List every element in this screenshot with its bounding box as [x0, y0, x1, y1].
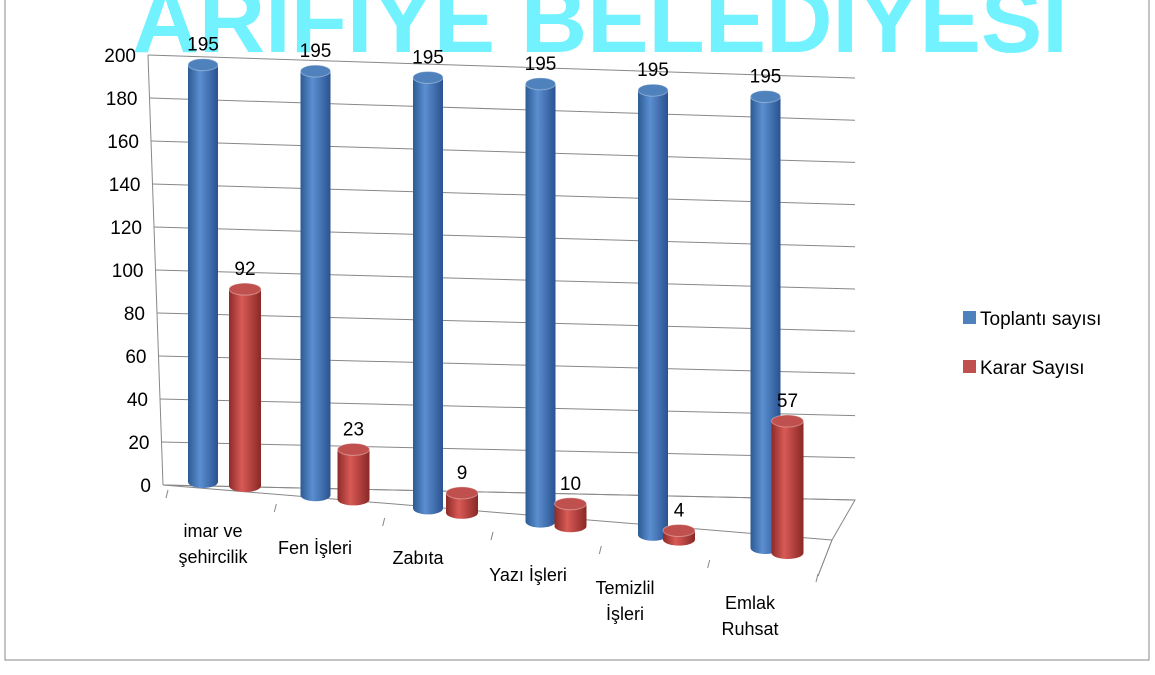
bar-top — [662, 523, 696, 537]
bar — [771, 414, 804, 559]
bar-top — [637, 83, 669, 97]
x-tick-label: Zabıta — [392, 548, 444, 568]
legend-swatch — [963, 360, 976, 373]
bar — [412, 70, 444, 515]
bar — [300, 64, 331, 502]
y-tick-label: 200 — [104, 46, 136, 67]
bar-body — [337, 449, 370, 500]
x-tick-label: Fen İşleri — [277, 538, 353, 558]
y-tick-label: 180 — [106, 89, 138, 110]
bar-body — [413, 77, 443, 509]
bar-body — [229, 289, 261, 486]
bar — [187, 58, 219, 488]
bar-top — [771, 414, 804, 428]
bar-top — [412, 70, 444, 84]
data-label: 57 — [777, 391, 798, 412]
data-label: 9 — [457, 463, 468, 484]
y-tick-label: 160 — [107, 132, 139, 153]
x-tick-label: imar ve şehircilik — [178, 521, 248, 567]
y-tick-label: 60 — [125, 347, 146, 368]
watermark-title: ARİFİYE BELEDİYESİ — [132, 0, 1068, 72]
bar-body — [638, 90, 668, 535]
data-label: 92 — [234, 259, 255, 280]
grid-line — [159, 398, 856, 417]
x-tick — [165, 489, 169, 499]
bar-top — [750, 90, 781, 104]
bar-top — [445, 486, 479, 500]
bar — [337, 442, 370, 506]
bar-body — [525, 83, 556, 522]
data-label: 10 — [560, 474, 581, 495]
data-label: 4 — [674, 500, 685, 521]
bar — [637, 83, 669, 541]
chart-border — [4, 0, 1150, 661]
floor-right — [817, 539, 833, 577]
bar-top — [187, 58, 219, 72]
y-tick-label: 80 — [124, 304, 145, 325]
data-label: 195 — [750, 67, 782, 88]
y-tick-label: 140 — [109, 175, 141, 196]
grid-line — [161, 441, 856, 459]
data-label: 195 — [187, 35, 219, 56]
x-tick — [382, 517, 386, 527]
grid-line — [153, 226, 856, 248]
bar-top — [337, 442, 370, 456]
data-label: 195 — [412, 47, 444, 68]
bar-body — [188, 64, 218, 482]
x-tick — [598, 545, 602, 555]
bar-top — [300, 64, 331, 78]
x-tick — [490, 531, 494, 541]
x-tick — [707, 559, 711, 569]
bar-body — [300, 71, 331, 496]
legend-label: Karar Sayısı — [980, 358, 1085, 379]
grid-line — [155, 269, 856, 290]
grid-line — [149, 97, 856, 121]
floor-front — [162, 484, 833, 541]
x-tick — [273, 503, 277, 513]
bar-body — [554, 503, 587, 527]
y-axis — [147, 54, 164, 486]
bar-top — [525, 77, 556, 91]
bar-top — [554, 497, 587, 511]
grid-line — [150, 140, 856, 163]
legend-label: Toplantı sayısı — [980, 309, 1101, 330]
data-label: 195 — [300, 41, 332, 62]
grid-line — [156, 312, 856, 332]
y-tick-label: 120 — [110, 218, 142, 239]
data-label: 23 — [343, 419, 364, 440]
data-label: 195 — [637, 60, 669, 81]
y-tick-label: 0 — [140, 476, 151, 497]
bar — [525, 77, 556, 528]
y-tick-label: 100 — [112, 261, 144, 282]
bar — [662, 523, 696, 546]
bar-body — [771, 421, 804, 553]
grid-line — [158, 355, 856, 374]
grid-line — [147, 54, 856, 79]
legend-swatch — [963, 311, 976, 324]
grid-line — [152, 183, 856, 206]
x-tick — [815, 573, 819, 583]
x-tick-label: Temizlil İşleri — [595, 578, 655, 624]
bar — [228, 282, 262, 492]
x-tick-label: Yazı İşleri — [489, 565, 567, 585]
bar-top — [228, 282, 262, 296]
bar — [554, 497, 587, 533]
bar — [445, 486, 479, 519]
data-label: 195 — [525, 54, 557, 75]
y-tick-label: 40 — [127, 390, 148, 411]
y-tick-label: 20 — [128, 433, 149, 454]
x-tick-label: Emlak Ruhsat — [721, 593, 779, 639]
